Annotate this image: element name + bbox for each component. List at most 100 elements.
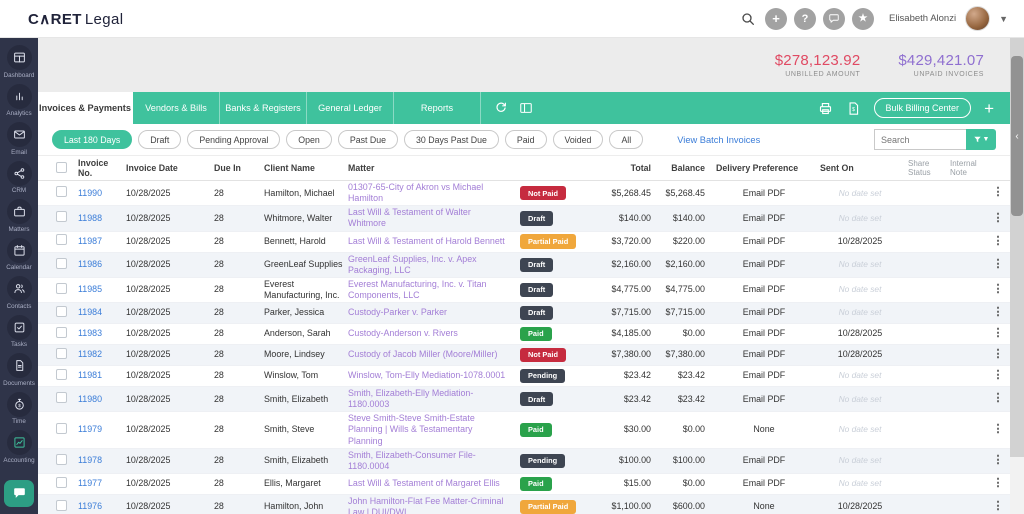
plus-icon[interactable]: +: [765, 8, 787, 30]
filter-funnel-button[interactable]: ▼: [966, 129, 996, 150]
row-checkbox[interactable]: [56, 258, 67, 269]
user-avatar[interactable]: [965, 6, 990, 31]
vertical-scrollbar-track[interactable]: ‹: [1010, 38, 1024, 514]
row-checkbox[interactable]: [56, 423, 67, 434]
row-checkbox[interactable]: [56, 306, 67, 317]
row-menu-kebab-icon[interactable]: ⋮: [986, 500, 1010, 514]
tab-vendors-bills[interactable]: Vendors & Bills: [133, 92, 220, 124]
row-menu-kebab-icon[interactable]: ⋮: [986, 186, 1010, 200]
billing-report-icon[interactable]: $: [846, 101, 861, 116]
filter-pill-open[interactable]: Open: [286, 130, 332, 149]
matter-link[interactable]: Steve Smith-Steve Smith-Estate Planning …: [348, 413, 516, 446]
filter-pill-paid[interactable]: Paid: [505, 130, 547, 149]
row-menu-kebab-icon[interactable]: ⋮: [986, 212, 1010, 226]
row-menu-kebab-icon[interactable]: ⋮: [986, 306, 1010, 320]
row-checkbox[interactable]: [56, 283, 67, 294]
matter-link[interactable]: Custody-Anderson v. Rivers: [348, 328, 468, 339]
matter-link[interactable]: Custody of Jacob Miller (Moore/Miller): [348, 349, 507, 360]
row-checkbox[interactable]: [56, 369, 67, 380]
matter-link[interactable]: John Hamilton-Flat Fee Matter-Criminal L…: [348, 496, 516, 514]
sidebar-item-documents[interactable]: Documents: [0, 351, 38, 390]
matter-link[interactable]: Custody-Parker v. Parker: [348, 307, 457, 318]
filter-pill-draft[interactable]: Draft: [138, 130, 181, 149]
filter-pill-30-days-past-due[interactable]: 30 Days Past Due: [404, 130, 499, 149]
sidebar-item-contacts[interactable]: Contacts: [0, 274, 38, 313]
support-chat-button[interactable]: [4, 480, 34, 507]
invoice-number-link[interactable]: 11984: [78, 307, 102, 317]
matter-link[interactable]: 01307-65-City of Akron vs Michael Hamilt…: [348, 182, 516, 204]
invoice-number-link[interactable]: 11987: [78, 236, 102, 246]
invoice-number-link[interactable]: 11983: [78, 328, 102, 338]
row-menu-kebab-icon[interactable]: ⋮: [986, 392, 1010, 406]
tab-invoices-payments[interactable]: Invoices & Payments: [38, 92, 133, 124]
row-checkbox[interactable]: [56, 234, 67, 245]
filter-pill-past-due[interactable]: Past Due: [338, 130, 398, 149]
sidebar-item-accounting[interactable]: Accounting: [0, 428, 38, 467]
row-checkbox[interactable]: [56, 186, 67, 197]
tab-banks-registers[interactable]: Banks & Registers: [220, 92, 307, 124]
row-checkbox[interactable]: [56, 348, 67, 359]
row-menu-kebab-icon[interactable]: ⋮: [986, 423, 1010, 437]
question-icon[interactable]: ?: [794, 8, 816, 30]
matter-link[interactable]: Last Will & Testament of Walter Whitmore: [348, 207, 516, 229]
filter-pill-pending-approval[interactable]: Pending Approval: [187, 130, 280, 149]
filter-pill-voided[interactable]: Voided: [553, 130, 604, 149]
invoice-number-link[interactable]: 11986: [78, 259, 102, 269]
card-view-icon[interactable]: [519, 101, 533, 115]
matter-link[interactable]: Smith, Elizabeth-Consumer File-1180.0004: [348, 450, 516, 472]
row-checkbox[interactable]: [56, 454, 67, 465]
invoice-number-link[interactable]: 11981: [78, 370, 102, 380]
row-menu-kebab-icon[interactable]: ⋮: [986, 327, 1010, 341]
sidebar-item-matters[interactable]: Matters: [0, 197, 38, 236]
filter-pill-all[interactable]: All: [609, 130, 643, 149]
row-menu-kebab-icon[interactable]: ⋮: [986, 235, 1010, 249]
row-checkbox[interactable]: [56, 500, 67, 511]
print-icon[interactable]: [818, 101, 833, 116]
bulk-billing-center-button[interactable]: Bulk Billing Center: [874, 98, 972, 118]
row-menu-kebab-icon[interactable]: ⋮: [986, 477, 1010, 491]
panel-collapse-handle[interactable]: ‹: [1011, 56, 1023, 216]
invoice-number-link[interactable]: 11988: [78, 213, 102, 223]
matter-link[interactable]: Everest Manufacturing, Inc. v. Titan Com…: [348, 279, 516, 301]
sidebar-item-calendar[interactable]: Calendar: [0, 236, 38, 275]
tab-reports[interactable]: Reports: [394, 92, 481, 124]
add-invoice-button[interactable]: +: [984, 100, 994, 117]
matter-link[interactable]: Last Will & Testament of Margaret Ellis: [348, 478, 510, 489]
invoice-number-link[interactable]: 11982: [78, 349, 102, 359]
sidebar-item-tasks[interactable]: Tasks: [0, 313, 38, 352]
matter-link[interactable]: Smith, Elizabeth-Elly Mediation-1180.000…: [348, 388, 516, 410]
row-menu-kebab-icon[interactable]: ⋮: [986, 369, 1010, 383]
row-checkbox[interactable]: [56, 327, 67, 338]
view-batch-invoices-link[interactable]: View Batch Invoices: [677, 135, 760, 145]
sidebar-item-time[interactable]: $Time: [0, 390, 38, 429]
sidebar-item-analytics[interactable]: Analytics: [0, 82, 38, 121]
matter-link[interactable]: GreenLeaf Supplies, Inc. v. Apex Packagi…: [348, 254, 516, 276]
matter-link[interactable]: Last Will & Testament of Harold Bennett: [348, 236, 515, 247]
tab-general-ledger[interactable]: General Ledger: [307, 92, 394, 124]
invoice-number-link[interactable]: 11976: [78, 501, 102, 511]
invoice-number-link[interactable]: 11977: [78, 478, 102, 488]
invoice-number-link[interactable]: 11985: [78, 284, 102, 294]
row-menu-kebab-icon[interactable]: ⋮: [986, 283, 1010, 297]
chat-icon[interactable]: [823, 8, 845, 30]
row-checkbox[interactable]: [56, 392, 67, 403]
row-checkbox[interactable]: [56, 211, 67, 222]
chevron-down-icon[interactable]: ▼: [999, 14, 1008, 24]
filter-pill-last-180-days[interactable]: Last 180 Days: [52, 130, 132, 149]
invoice-number-link[interactable]: 11990: [78, 188, 102, 198]
search-icon[interactable]: [740, 11, 756, 27]
select-all-checkbox[interactable]: [56, 162, 67, 173]
refresh-icon[interactable]: [494, 101, 508, 115]
row-menu-kebab-icon[interactable]: ⋮: [986, 348, 1010, 362]
invoice-number-link[interactable]: 11978: [78, 455, 102, 465]
row-menu-kebab-icon[interactable]: ⋮: [986, 454, 1010, 468]
invoice-number-link[interactable]: 11980: [78, 394, 102, 404]
sidebar-item-crm[interactable]: CRM: [0, 159, 38, 198]
invoice-number-link[interactable]: 11979: [78, 424, 102, 434]
star-icon[interactable]: ★: [852, 8, 874, 30]
row-checkbox[interactable]: [56, 477, 67, 488]
row-menu-kebab-icon[interactable]: ⋮: [986, 258, 1010, 272]
sidebar-item-email[interactable]: Email: [0, 120, 38, 159]
matter-link[interactable]: Winslow, Tom-Elly Mediation-1078.0001: [348, 370, 515, 381]
sidebar-item-dashboard[interactable]: Dashboard: [0, 43, 38, 82]
